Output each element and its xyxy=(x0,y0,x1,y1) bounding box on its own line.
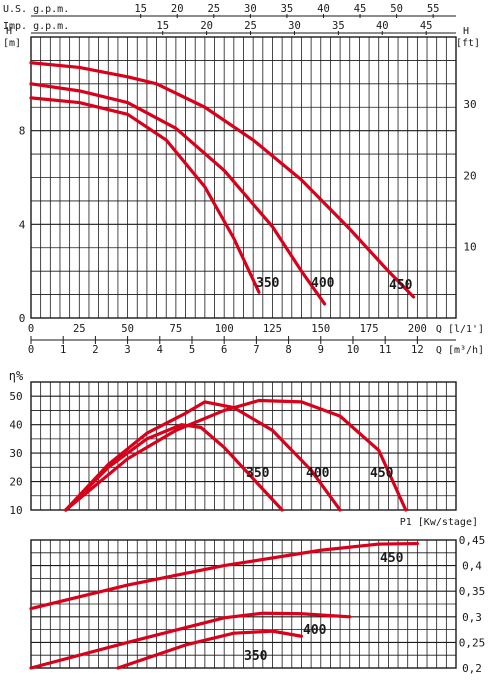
head-series-label: 350 xyxy=(256,276,280,291)
unit-row-tick: 30 xyxy=(244,3,257,15)
head-frame xyxy=(30,36,457,319)
unit-row-tick: 45 xyxy=(354,3,367,15)
q-m3h-tick: 6 xyxy=(221,344,227,356)
eff-series-label: 350 xyxy=(246,466,270,481)
unit-row-tick: 40 xyxy=(376,20,389,32)
q-m3h-tick: 8 xyxy=(285,344,291,356)
q-lmin-tick: 75 xyxy=(170,323,183,335)
eff-curve-450 xyxy=(64,398,408,512)
unit-row-tick: 15 xyxy=(134,3,147,15)
eff-frame xyxy=(30,381,457,511)
power-series-label: 400 xyxy=(303,623,327,638)
q-m3h-tick: 5 xyxy=(189,344,195,356)
eff-curve-400 xyxy=(64,400,342,512)
head-right-tick: 30 xyxy=(463,98,476,111)
q-lmin-tick: 150 xyxy=(311,323,330,335)
eff-tick: 30 xyxy=(9,447,22,460)
head-right-tick: 20 xyxy=(463,169,476,182)
head-right-title: H xyxy=(463,26,469,37)
power-tick: 0,4 xyxy=(462,560,482,573)
q-lmin-tick: 0 xyxy=(28,323,34,335)
head-series-label: 450 xyxy=(389,278,413,293)
head-left-tick: 8 xyxy=(19,125,26,138)
head-right-tick: 10 xyxy=(463,241,476,254)
unit-row-tick: 35 xyxy=(281,3,294,15)
power-tick: 0,35 xyxy=(459,585,486,598)
head-left-tick: 0 xyxy=(19,312,26,325)
q-lmin-tick: 100 xyxy=(215,323,234,335)
eff-tick: 10 xyxy=(9,504,22,517)
power-curve-350 xyxy=(116,629,304,670)
q-lmin-label: Q [l/1'] xyxy=(436,324,484,335)
power-tick: 0,2 xyxy=(462,662,482,675)
head-left-unit: [m] xyxy=(3,38,21,49)
head-curve-450 xyxy=(29,61,416,299)
unit-row-tick: 45 xyxy=(420,20,433,32)
q-m3h-tick: 0 xyxy=(28,344,34,356)
power-tick: 0,45 xyxy=(459,534,486,547)
q-lmin-tick: 50 xyxy=(121,323,134,335)
unit-row-tick: 25 xyxy=(244,20,257,32)
q-lmin-tick: 175 xyxy=(360,323,379,335)
q-m3h-tick: 2 xyxy=(92,344,98,356)
q-lmin-tick: 200 xyxy=(408,323,427,335)
q-m3h-tick: 12 xyxy=(411,344,424,356)
unit-row-tick: 40 xyxy=(317,3,330,15)
unit-row-tick: 35 xyxy=(332,20,345,32)
unit-row-tick: 15 xyxy=(156,20,169,32)
eff-series-label: 450 xyxy=(370,466,394,481)
head-curve-400 xyxy=(29,82,327,306)
unit-row-tick: 55 xyxy=(427,3,440,15)
power-axis-title: P1 [Kw/stage] xyxy=(400,517,478,528)
q-lmin-tick: 125 xyxy=(263,323,282,335)
q-m3h-tick: 4 xyxy=(157,344,163,356)
head-series-label: 400 xyxy=(311,276,335,291)
q-m3h-tick: 10 xyxy=(347,344,360,356)
power-tick: 0,3 xyxy=(462,611,482,624)
unit-row-tick: 20 xyxy=(200,20,213,32)
power-curve-400 xyxy=(29,611,352,670)
head-right-unit: [ft] xyxy=(456,38,480,49)
q-m3h-tick: 3 xyxy=(124,344,130,356)
eff-tick: 20 xyxy=(9,476,22,489)
head-left-tick: 4 xyxy=(19,218,26,231)
power-frame xyxy=(30,539,457,669)
head-curve-350 xyxy=(29,96,261,294)
unit-row-tick: 25 xyxy=(207,3,220,15)
eff-tick: 40 xyxy=(9,419,22,432)
q-lmin-tick: 25 xyxy=(73,323,86,335)
unit-row-tick: 20 xyxy=(171,3,184,15)
unit-row-tick: 30 xyxy=(288,20,301,32)
unit-row-label: Imp. g.p.m. xyxy=(3,21,69,32)
q-m3h-tick: 11 xyxy=(379,344,392,356)
eff-tick: 50 xyxy=(9,390,22,403)
q-m3h-tick: 7 xyxy=(253,344,259,356)
q-m3h-tick: 1 xyxy=(60,344,66,356)
power-curve-450 xyxy=(29,541,419,611)
unit-row-label: U.S. g.p.m. xyxy=(3,4,69,15)
q-m3h-label: Q [m³/h] xyxy=(436,345,484,356)
eff-axis-title: η% xyxy=(9,369,24,383)
eff-curve-350 xyxy=(64,423,284,512)
power-tick: 0,25 xyxy=(459,636,486,649)
power-series-label: 350 xyxy=(244,649,268,664)
power-series-label: 450 xyxy=(380,551,404,566)
q-m3h-tick: 9 xyxy=(318,344,324,356)
eff-series-label: 400 xyxy=(306,466,330,481)
head-left-title: H xyxy=(6,26,12,37)
unit-row-tick: 50 xyxy=(390,3,403,15)
